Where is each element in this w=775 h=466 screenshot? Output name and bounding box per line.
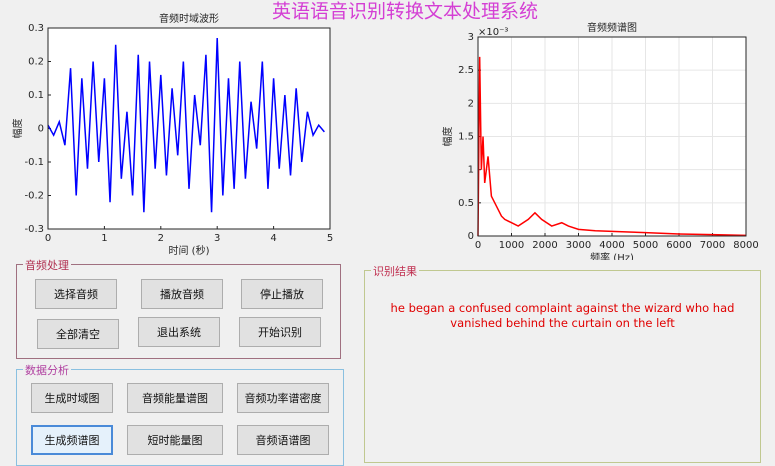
x-axis-label: 时间 (秒) — [169, 244, 210, 257]
button[interactable]: 音频能量谱图 — [127, 383, 223, 413]
series-line — [47, 38, 325, 213]
y-tick-label: 2.5 — [458, 65, 474, 76]
x-tick-label: 0 — [475, 240, 481, 251]
x-axis-label: 频率 (Hz) — [590, 251, 634, 260]
analysis-panel: 数据分析 生成时域图 音频能量谱图 音频功率谱密度生成频谱图 短时能量图 音频语谱图 — [16, 362, 344, 466]
x-tick-label: 4 — [270, 233, 276, 244]
y-tick-label: 1 — [468, 165, 474, 176]
x-tick-label: 2 — [158, 233, 164, 244]
app-title: 英语语音识别转换文本处理系统 — [272, 1, 538, 23]
x-tick-label: 0 — [45, 233, 51, 244]
button[interactable]: 音频功率谱密度 — [237, 383, 329, 413]
y-tick-label: 1.5 — [458, 132, 474, 143]
y-tick-label: 0.3 — [28, 23, 44, 34]
x-tick-label: 5 — [327, 233, 333, 244]
y-tick-label: -0.3 — [24, 224, 44, 235]
y-axis-label: 幅度 — [11, 119, 24, 139]
y-axis-label: 幅度 — [441, 127, 454, 147]
button[interactable]: 全部清空 — [37, 319, 119, 349]
y-tick-label: 0 — [38, 124, 44, 135]
x-tick-label: 3 — [214, 233, 220, 244]
series-line — [477, 56, 747, 237]
x-tick-label: 1000 — [499, 240, 524, 251]
panel-title: 识别结果 — [371, 263, 419, 279]
chart-title: 音频时域波形 — [159, 12, 219, 25]
button[interactable]: 生成频谱图 — [31, 425, 113, 455]
axes-box — [477, 36, 747, 237]
chart-title: 音频频谱图 — [587, 21, 637, 34]
y-tick-label: 0.5 — [458, 198, 474, 209]
button[interactable]: 开始识别 — [239, 317, 321, 347]
panel-title: 音频处理 — [23, 257, 71, 273]
y-tick-label: 0 — [468, 231, 474, 242]
button[interactable]: 播放音频 — [141, 279, 223, 309]
x-tick-label: 5000 — [633, 240, 658, 251]
x-tick-label: 8000 — [733, 240, 758, 251]
result-panel: 识别结果 he began a confused complaint again… — [364, 263, 761, 463]
charts: 英语语音识别转换文本处理系统 -0.3 -0.2 -0.1 0 0.1 0.2 0.3 0 1 2… — [11, 1, 759, 261]
y-tick-label: -0.2 — [24, 191, 44, 202]
x-tick-label: 3000 — [566, 240, 591, 251]
button[interactable]: 停止播放 — [241, 279, 323, 309]
button[interactable]: 短时能量图 — [127, 425, 223, 455]
button[interactable]: 生成时域图 — [31, 383, 113, 413]
axes-box — [47, 27, 331, 230]
x-tick-label: 6000 — [666, 240, 691, 251]
y-tick-label: 0.1 — [28, 90, 44, 101]
button[interactable]: 音频语谱图 — [237, 425, 329, 455]
x-tick-label: 7000 — [700, 240, 725, 251]
y-tick-label: 2 — [468, 98, 474, 109]
y-tick-label: 3 — [468, 32, 474, 43]
y-multiplier: ×10⁻³ — [478, 27, 508, 38]
panel-title: 数据分析 — [23, 362, 71, 378]
button[interactable]: 退出系统 — [138, 317, 220, 347]
result-line: vanished behind the curtain on the left — [450, 316, 675, 330]
x-tick-label: 4000 — [599, 240, 624, 251]
x-tick-label: 2000 — [532, 240, 557, 251]
button[interactable]: 选择音频 — [35, 279, 117, 309]
result-line: he began a confused complaint against th… — [390, 301, 735, 315]
result-text: he began a confused complaint against th… — [365, 301, 760, 331]
audio-panel: 音频处理 选择音频 播放音频 停止播放全部清空 退出系统 开始识别 — [16, 257, 341, 359]
x-tick-label: 1 — [101, 233, 107, 244]
y-tick-label: 0.2 — [28, 57, 44, 68]
y-tick-label: -0.1 — [24, 157, 44, 168]
